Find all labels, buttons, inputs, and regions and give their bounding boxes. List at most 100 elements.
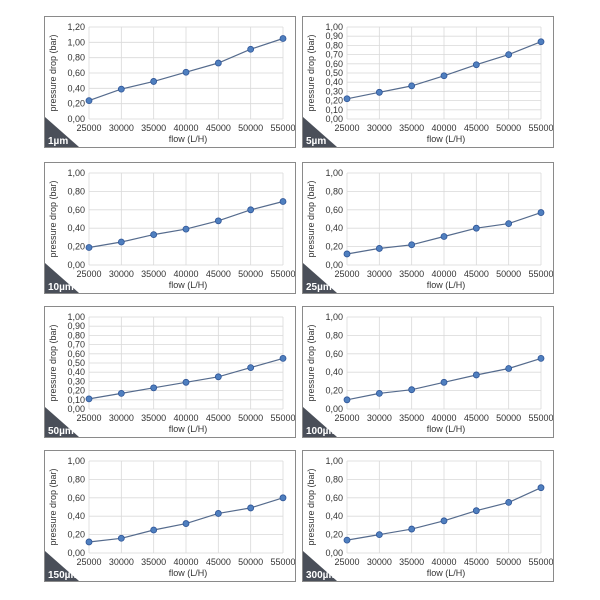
y-tick-label: 0,40 xyxy=(67,367,85,377)
x-tick-label: 45000 xyxy=(206,269,231,279)
data-point xyxy=(343,536,351,544)
y-tick-label: 0,20 xyxy=(325,386,343,396)
x-tick-label: 50000 xyxy=(496,413,521,423)
y-tick-label: 0,40 xyxy=(67,223,85,233)
data-point xyxy=(375,245,383,252)
corner-tab xyxy=(45,407,79,437)
data-point xyxy=(440,233,448,240)
y-tick-label: 0,60 xyxy=(67,205,85,215)
y-tick-label: 1,00 xyxy=(325,312,343,322)
y-tick-label: 0,80 xyxy=(67,474,85,484)
data-point xyxy=(472,371,480,379)
y-tick-label: 0,20 xyxy=(67,530,85,540)
x-tick-label: 25000 xyxy=(76,269,101,279)
x-tick-label: 35000 xyxy=(399,269,424,279)
x-tick-label: 55000 xyxy=(270,557,295,567)
x-axis-label: flow (L/H) xyxy=(169,424,208,434)
data-point xyxy=(150,384,158,392)
x-tick-label: 25000 xyxy=(76,123,101,133)
data-point xyxy=(440,378,448,386)
y-tick-label: 0,50 xyxy=(325,68,343,78)
x-tick-label: 30000 xyxy=(367,269,392,279)
chart-svg: 0,00 0,20 0,40 0,60 0,80 1,00 25000 30000 35000 4… xyxy=(45,456,295,581)
chart-panel: 0,00 0,20 0,40 0,60 0,80 1,00 25000 30000 35000 4… xyxy=(44,162,296,294)
chart-svg: 0,00 0,20 0,40 0,60 0,80 1,00 25000 30000 35000 4… xyxy=(303,312,553,437)
data-point xyxy=(214,217,222,225)
x-tick-label: 50000 xyxy=(496,557,521,567)
x-tick-label: 55000 xyxy=(270,269,295,279)
y-tick-label: 0,00 xyxy=(67,114,85,124)
panel-label: 10µm xyxy=(48,282,74,293)
panel-label: 300µm xyxy=(306,570,337,581)
data-point xyxy=(117,85,125,93)
y-tick-label: 0,30 xyxy=(67,376,85,386)
data-point xyxy=(440,517,448,525)
panel-label: 5µm xyxy=(306,136,326,147)
data-point xyxy=(343,396,351,404)
y-tick-label: 0,00 xyxy=(67,404,85,414)
y-tick-label: 1,20 xyxy=(67,22,85,32)
chart-panel: 0,00 0,20 0,40 0,60 0,80 1,00 25000 30000 35000 4… xyxy=(302,162,554,294)
y-tick-label: 0,20 xyxy=(67,242,85,252)
x-tick-label: 40000 xyxy=(173,413,198,423)
y-axis-label: pressure drop (bar) xyxy=(48,468,58,545)
x-tick-label: 55000 xyxy=(270,123,295,133)
x-tick-label: 45000 xyxy=(464,557,489,567)
x-tick-label: 45000 xyxy=(464,123,489,133)
x-axis-label: flow (L/H) xyxy=(169,280,208,290)
y-tick-label: 0,50 xyxy=(67,358,85,368)
y-tick-label: 0,00 xyxy=(67,548,85,558)
y-tick-label: 0,60 xyxy=(67,493,85,503)
data-point xyxy=(408,82,416,90)
x-tick-label: 25000 xyxy=(334,269,359,279)
y-tick-label: 0,60 xyxy=(67,68,85,78)
x-tick-label: 35000 xyxy=(141,269,166,279)
data-point xyxy=(440,72,448,80)
x-tick-label: 35000 xyxy=(399,413,424,423)
x-tick-label: 40000 xyxy=(173,269,198,279)
data-point xyxy=(408,525,416,533)
data-point xyxy=(85,538,93,546)
x-tick-label: 30000 xyxy=(367,123,392,133)
chart-panel: 0,00 0,20 0,40 0,60 0,80 1,00 25000 30000 35000 4… xyxy=(302,450,554,582)
data-point xyxy=(505,365,513,372)
x-tick-label: 35000 xyxy=(399,123,424,133)
data-point xyxy=(117,389,125,397)
y-tick-label: 0,80 xyxy=(67,330,85,340)
y-tick-label: 0,90 xyxy=(325,31,343,41)
x-tick-label: 35000 xyxy=(141,557,166,567)
x-tick-label: 40000 xyxy=(173,123,198,133)
x-tick-label: 30000 xyxy=(367,557,392,567)
y-tick-label: 0,80 xyxy=(325,474,343,484)
y-tick-label: 0,20 xyxy=(325,530,343,540)
y-tick-label: 1,00 xyxy=(325,168,343,178)
data-point xyxy=(279,198,287,205)
x-tick-label: 40000 xyxy=(431,557,456,567)
data-point xyxy=(182,225,190,233)
x-tick-label: 45000 xyxy=(464,269,489,279)
chart-svg: 0,00 0,20 0,40 0,60 0,80 1,00 25000 30000 35000 4… xyxy=(45,168,295,293)
data-point xyxy=(375,88,383,96)
x-tick-label: 40000 xyxy=(173,557,198,567)
x-tick-label: 50000 xyxy=(238,413,263,423)
data-point xyxy=(247,206,255,214)
data-point xyxy=(279,35,287,42)
data-point xyxy=(85,244,93,251)
y-tick-label: 0,80 xyxy=(325,40,343,50)
x-axis-label: flow (L/H) xyxy=(427,424,466,434)
chart-svg: 0,000,100,200,300,400,500,600,700,800,90… xyxy=(45,312,295,437)
chart-panel: 0,00 0,10 0,20 0,30 0,40 0,50 0,60 0,70 0,80 0,90… xyxy=(302,16,554,148)
y-tick-label: 0,00 xyxy=(325,260,343,270)
x-tick-label: 50000 xyxy=(238,557,263,567)
data-point xyxy=(150,526,158,534)
x-tick-label: 30000 xyxy=(109,269,134,279)
y-tick-label: 0,40 xyxy=(325,223,343,233)
data-point xyxy=(472,61,480,69)
y-axis-label: pressure drop (bar) xyxy=(48,180,58,257)
y-tick-label: 0,40 xyxy=(325,511,343,521)
y-tick-label: 1,00 xyxy=(67,312,85,322)
chart-panel: 0,00 0,20 0,40 0,60 0,80 1,00 1,20 25000 30000 35… xyxy=(44,16,296,148)
data-point xyxy=(343,250,351,258)
x-axis-label: flow (L/H) xyxy=(427,280,466,290)
x-axis-label: flow (L/H) xyxy=(427,568,466,578)
